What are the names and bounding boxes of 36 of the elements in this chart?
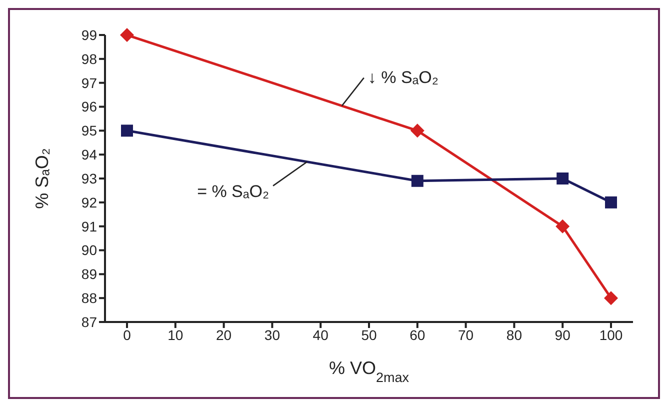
y-tick-label: 97 <box>81 74 98 91</box>
point <box>411 174 424 187</box>
x-tick-label: 70 <box>458 326 474 343</box>
point <box>120 28 134 42</box>
y-tick-label: 95 <box>81 122 98 139</box>
y-tick-label: 99 <box>81 26 98 43</box>
x-tick-label: 50 <box>361 326 377 343</box>
x-tick-label: 60 <box>410 326 426 343</box>
point <box>410 124 424 138</box>
x-tick-label: 10 <box>168 326 184 343</box>
y-axis-title: % SₐO₂ <box>32 148 52 209</box>
y-tick-label: 93 <box>81 170 98 186</box>
series-label: = % SₐO₂ <box>197 182 270 201</box>
x-tick-label: 80 <box>506 326 522 343</box>
y-tick-label: 87 <box>81 314 98 330</box>
point <box>604 291 618 306</box>
point <box>605 196 617 208</box>
x-tick-label: 90 <box>554 326 571 343</box>
y-tick-label: 94 <box>81 146 98 163</box>
x-tick-label: 40 <box>312 326 329 343</box>
x-tick-label: 0 <box>123 326 132 343</box>
x-tick-label: 20 <box>216 326 232 343</box>
point <box>556 172 569 184</box>
x-tick-label: 100 <box>599 326 623 343</box>
x-axis-title: % VO$_{2max}$ <box>328 358 410 384</box>
y-tick-label: 88 <box>81 290 98 306</box>
point <box>556 219 570 234</box>
y-tick-label: 91 <box>81 218 98 234</box>
x-tick-label: 30 <box>264 326 280 343</box>
y-tick-label: 98 <box>81 50 98 67</box>
y-tick-label: 96 <box>81 98 98 115</box>
series-label: ↓ % SₐO₂ <box>368 68 438 87</box>
y-tick-label: 89 <box>81 266 98 282</box>
point <box>121 124 133 137</box>
y-tick-label: 90 <box>81 242 98 258</box>
y-tick-label: 92 <box>81 194 98 210</box>
